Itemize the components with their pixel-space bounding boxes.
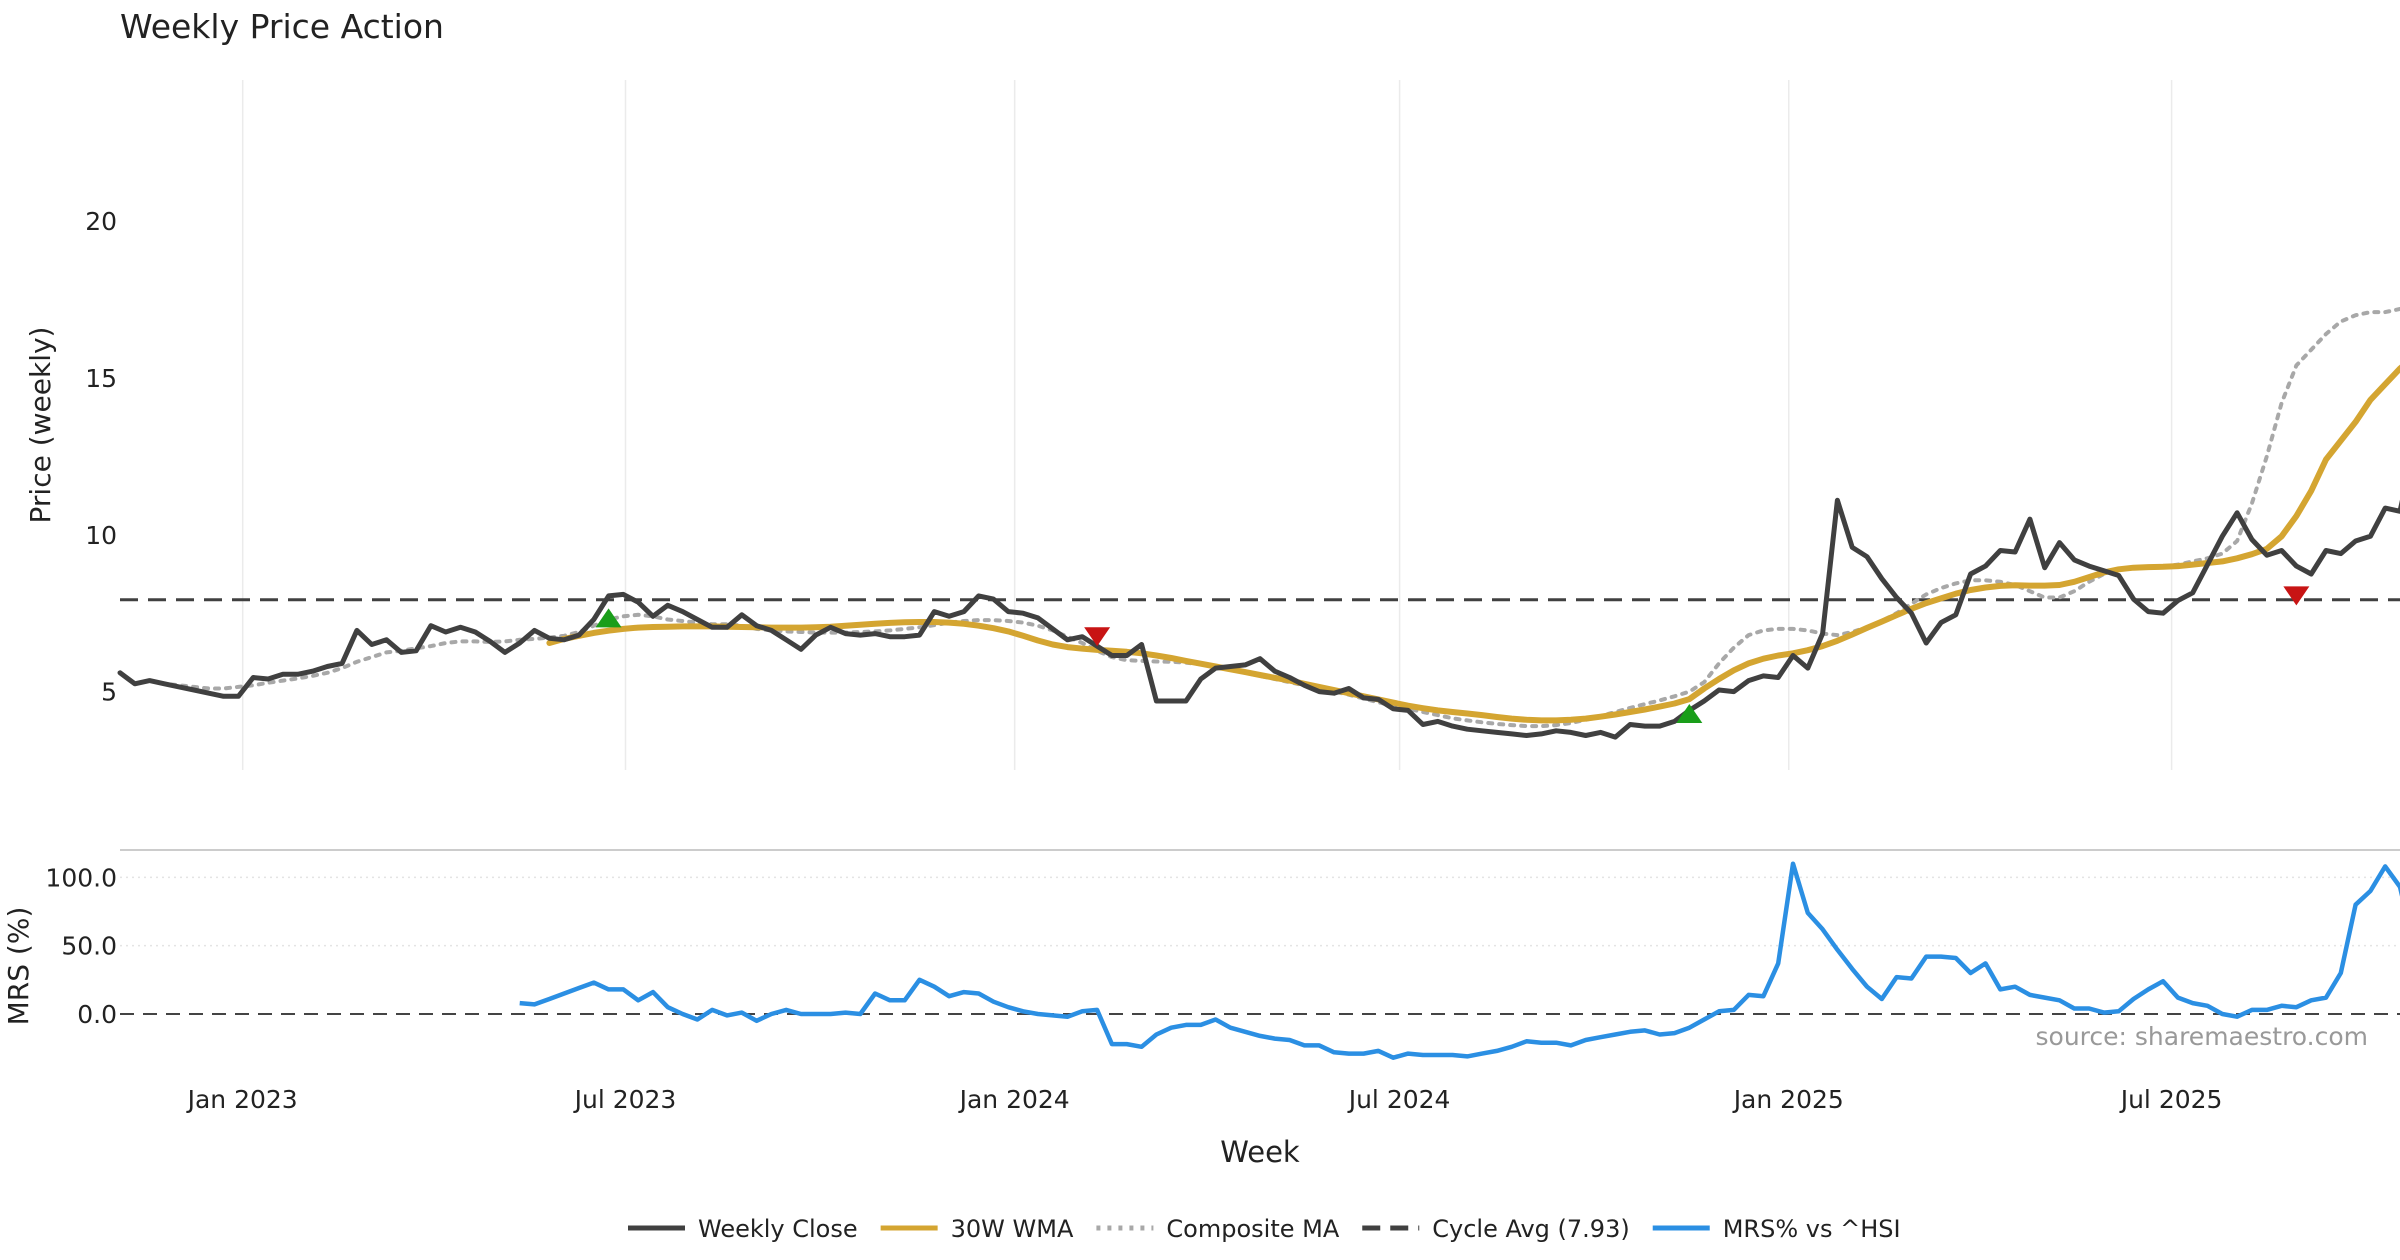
series-line-weekly-close xyxy=(117,497,2400,740)
legend-label: Cycle Avg (7.93) xyxy=(1432,1215,1629,1243)
price-y-tick-label: 5 xyxy=(101,678,117,707)
x-tick-labels: Jan 2023 Jul 2023 Jan 2024 Jul 2024 Jan 2025… xyxy=(186,1085,2223,1114)
series-line-30w-wma xyxy=(546,364,2400,724)
mrs-y-tick-label: 100.0 xyxy=(45,863,117,892)
price-grid xyxy=(241,80,2173,770)
x-axis-label: Week xyxy=(1220,1135,1300,1169)
x-tick-label: Jan 2025 xyxy=(1732,1085,1844,1114)
mrs-y-ticks: 0.0 50.0 100.0 xyxy=(45,863,117,1029)
mrs-y-tick-label: 0.0 xyxy=(77,1000,117,1029)
legend-item: Weekly Close xyxy=(628,1215,858,1243)
legend-item: 30W WMA xyxy=(880,1215,1074,1243)
legend-item: Composite MA xyxy=(1096,1215,1340,1243)
x-tick-label: Jul 2023 xyxy=(573,1085,677,1114)
price-y-ticks: 5 10 15 20 xyxy=(85,207,117,706)
legend-label: Weekly Close xyxy=(698,1215,858,1243)
series-line-composite-ma xyxy=(147,306,2400,729)
mrs-y-axis-label: MRS (%) xyxy=(2,907,35,1026)
mrs-series xyxy=(519,861,2400,1060)
x-tick-label: Jul 2024 xyxy=(1347,1085,1451,1114)
legend-label: 30W WMA xyxy=(951,1215,1074,1243)
sell-signal-marker xyxy=(2283,586,2310,606)
price-y-axis-label: Price (weekly) xyxy=(24,327,57,524)
buy-signal-marker xyxy=(595,608,622,628)
series-line-mrs-vs-hsi xyxy=(519,861,2400,1060)
legend-item: Cycle Avg (7.93) xyxy=(1362,1215,1630,1243)
x-tick-label: Jan 2023 xyxy=(186,1085,298,1114)
price-y-tick-label: 10 xyxy=(85,521,117,550)
mrs-y-tick-label: 50.0 xyxy=(61,932,117,961)
price-y-tick-label: 15 xyxy=(85,364,117,393)
legend-label: Composite MA xyxy=(1166,1215,1339,1243)
x-tick-label: Jan 2024 xyxy=(958,1085,1070,1114)
chart-title: Weekly Price Action xyxy=(120,7,444,46)
mrs-grid xyxy=(120,876,2400,947)
buy-signal-marker xyxy=(1676,704,1703,724)
legend-item: MRS% vs ^HSI xyxy=(1652,1215,1901,1243)
price-y-tick-label: 20 xyxy=(85,207,117,236)
legend-label: MRS% vs ^HSI xyxy=(1723,1215,1901,1243)
signal-markers xyxy=(595,586,2310,724)
legend: Weekly Close 30W WMA Composite MA Cycle Avg… xyxy=(628,1215,1901,1243)
price-series xyxy=(117,306,2400,740)
x-tick-label: Jul 2025 xyxy=(2119,1085,2223,1114)
sell-signal-marker xyxy=(1084,627,1111,647)
source-label: source: sharemaestro.com xyxy=(2036,1022,2369,1051)
